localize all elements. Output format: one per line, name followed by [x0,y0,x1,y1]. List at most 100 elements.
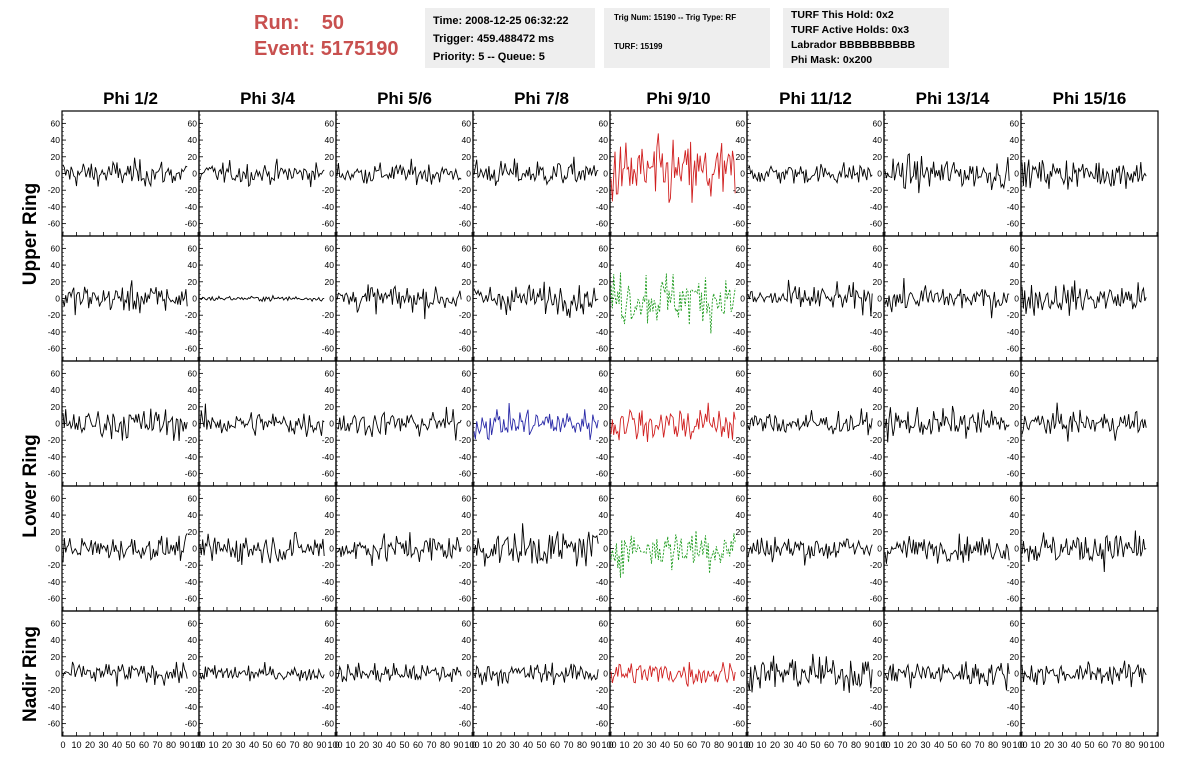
x-tick-label: 80 [577,740,587,750]
waveform-trace [610,402,736,443]
y-tick-label: 0 [192,669,197,679]
y-tick-label: -40 [185,702,198,712]
waveform-trace [473,156,599,186]
y-tick-label: 40 [873,510,883,520]
y-tick-label: -40 [870,202,883,212]
y-tick-label: 20 [325,527,335,537]
x-tick-label: 50 [262,740,272,750]
x-tick-label: 50 [536,740,546,750]
panel-r2-c6: -60 -40 -20 0 20 40 60 [870,360,1022,487]
panel-r0-c1: -60 -40 -20 0 20 40 60 [185,110,337,237]
y-tick-label: -20 [185,685,198,695]
y-tick-label: 20 [599,652,609,662]
y-tick-label: -40 [48,202,61,212]
y-tick-label: 0 [877,294,882,304]
x-tick-label: 20 [770,740,780,750]
x-tick-label: 40 [934,740,944,750]
y-tick-label: -40 [1007,452,1020,462]
y-tick-label: 20 [325,402,335,412]
panel-frame [609,235,748,362]
y-tick-label: 60 [1010,118,1020,128]
y-tick-label: -40 [459,577,472,587]
y-tick-label: 20 [736,152,746,162]
waveform-trace [1021,280,1147,316]
panel-r3-c7: -60 -40 -20 0 20 40 60 [1007,485,1159,612]
y-tick-label: 20 [188,152,198,162]
x-tick-label: 10 [893,740,903,750]
x-tick-label: 0 [1019,740,1024,750]
x-tick-label: 20 [85,740,95,750]
y-tick-label: -40 [596,577,609,587]
y-tick-label: -40 [870,327,883,337]
y-tick-label: 20 [51,402,61,412]
waveform-trace [473,402,599,441]
y-tick-label: -60 [322,719,335,729]
x-tick-label: 30 [920,740,930,750]
y-tick-label: 40 [325,635,335,645]
x-tick-label: 90 [1138,740,1148,750]
y-tick-label: 40 [1010,635,1020,645]
x-tick-label: 40 [660,740,670,750]
y-tick-label: -40 [459,452,472,462]
run-value: 50 [321,12,345,34]
x-tick-label: 70 [1111,740,1121,750]
y-tick-label: 40 [51,635,61,645]
x-tick-label: 100 [327,740,342,750]
y-tick-label: 40 [188,260,198,270]
y-tick-label: 60 [599,368,609,378]
y-tick-label: 0 [329,169,334,179]
y-tick-label: -60 [1007,594,1020,604]
y-tick-label: 0 [466,419,471,429]
column-title-phi-9-10: Phi 9/10 [646,89,711,108]
waveform-trace [884,277,1010,319]
time-text: Time: 2008-12-25 06:32:22 [433,15,569,27]
y-tick-label: 20 [736,527,746,537]
panel-frame [61,110,200,237]
y-tick-label: 40 [188,135,198,145]
y-tick-label: 60 [599,118,609,128]
y-tick-label: 20 [1010,652,1020,662]
y-tick-label: 60 [51,118,61,128]
y-tick-label: -20 [48,435,61,445]
panel-r3-c1: -60 -40 -20 0 20 40 60 [185,485,337,612]
x-tick-label: 60 [550,740,560,750]
x-tick-label: 0 [471,740,476,750]
time-info-box: Time: 2008-12-25 06:32:22 Trigger: 459.4… [425,8,595,68]
panel-r0-c3: -60 -40 -20 0 20 40 60 [459,110,611,237]
y-tick-label: 40 [188,635,198,645]
x-tick-label: 100 [1012,740,1027,750]
panel-r0-c5: -60 -40 -20 0 20 40 60 [733,110,885,237]
y-tick-label: -40 [459,702,472,712]
y-tick-label: -20 [733,560,746,570]
y-tick-label: 20 [873,527,883,537]
y-tick-label: 60 [873,243,883,253]
x-tick-label: 70 [837,740,847,750]
panel-r4-c5: -60 -40 -20 0 20 40 60 [733,610,885,737]
panel-r1-c1: -60 -40 -20 0 20 40 60 [185,235,337,362]
y-tick-label: 60 [325,118,335,128]
y-tick-label: 0 [1014,419,1019,429]
waveform-trace [610,530,736,578]
y-tick-label: -40 [322,702,335,712]
x-tick-label: 20 [633,740,643,750]
y-tick-label: 0 [877,669,882,679]
y-tick-label: -20 [185,560,198,570]
y-tick-label: 60 [188,243,198,253]
y-tick-label: -60 [870,469,883,479]
y-tick-label: 0 [55,294,60,304]
panel-r0-c7: -60 -40 -20 0 20 40 60 [1007,110,1159,237]
waveform-trace [62,280,188,316]
y-tick-label: 60 [188,493,198,503]
waveform-trace [1021,402,1147,442]
panel-frame [609,610,748,737]
y-tick-label: -60 [322,219,335,229]
y-tick-label: 60 [736,243,746,253]
x-tick-label: 10 [345,740,355,750]
y-tick-label: 40 [51,260,61,270]
y-tick-label: 0 [1014,669,1019,679]
y-tick-label: -60 [459,344,472,354]
y-tick-label: 20 [51,527,61,537]
y-tick-label: -60 [1007,219,1020,229]
y-tick-label: 60 [188,368,198,378]
